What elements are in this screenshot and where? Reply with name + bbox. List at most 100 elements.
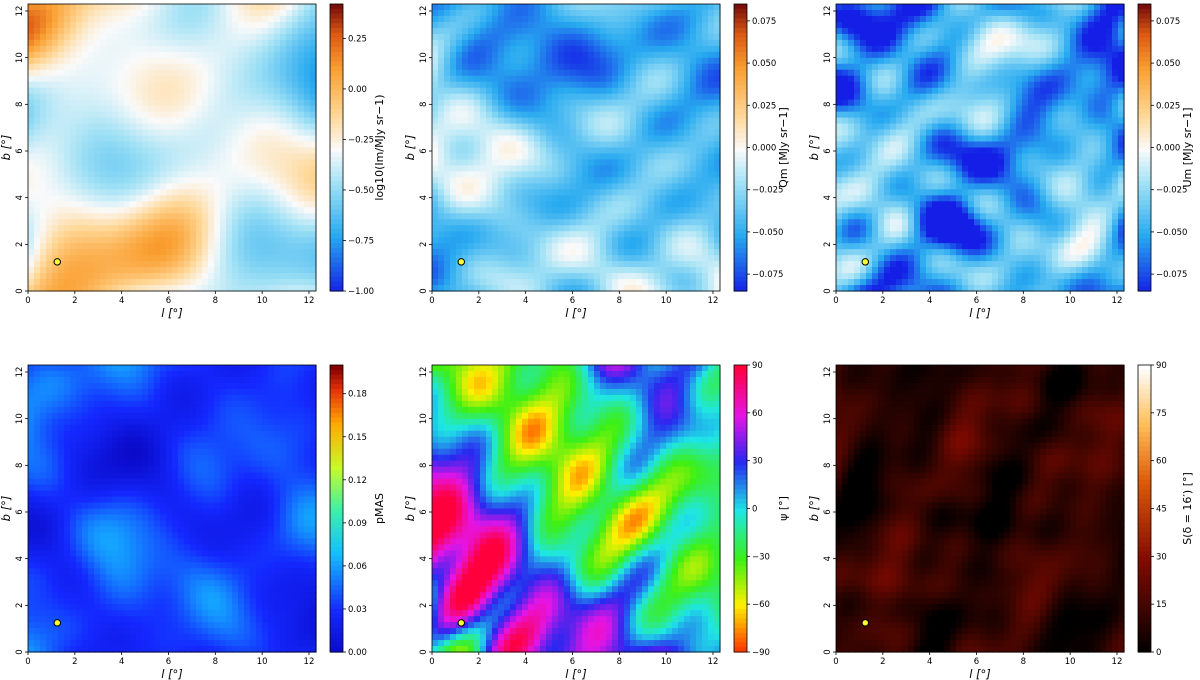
heatmap-cell [88, 15, 95, 23]
heatmap-cell [690, 99, 697, 107]
heatmap-cell [166, 39, 173, 47]
heatmap-cell [522, 69, 529, 77]
heatmap-cell [528, 33, 535, 41]
heatmap-cell [654, 39, 661, 47]
heatmap-cell [304, 57, 311, 65]
heatmap-cell [702, 33, 709, 41]
heatmap-cell [154, 99, 161, 107]
heatmap-cell [588, 243, 595, 250]
heatmap-cell [250, 201, 257, 208]
heatmap-cell [534, 159, 541, 167]
heatmap-cell [708, 279, 715, 286]
heatmap-cell [648, 147, 655, 155]
heatmap-cell [848, 111, 855, 119]
heatmap-cell [190, 81, 197, 89]
heatmap-cell [558, 15, 565, 23]
heatmap-cell [202, 141, 209, 149]
heatmap-cell [522, 195, 529, 202]
heatmap-cell [696, 51, 703, 59]
heatmap-cell [70, 57, 77, 65]
heatmap-cell [450, 279, 457, 286]
heatmap-cell [268, 4, 275, 11]
heatmap-cell [438, 135, 445, 143]
heatmap-cell [244, 27, 251, 35]
heatmap-cell [564, 141, 571, 149]
heatmap-cell [848, 153, 855, 161]
heatmap-cell [58, 159, 65, 167]
heatmap-cell [576, 279, 583, 286]
heatmap-cell [642, 231, 649, 238]
heatmap-cell [292, 195, 299, 202]
heatmap-cell [492, 105, 499, 113]
heatmap-cell [708, 141, 715, 149]
heatmap-cell [64, 267, 71, 274]
heatmap-cell [202, 255, 209, 262]
heatmap-cell [444, 285, 451, 292]
heatmap-cell [118, 21, 125, 29]
heatmap-cell [226, 249, 233, 256]
heatmap-cell [540, 93, 547, 101]
heatmap-cell [190, 279, 197, 286]
heatmap-cell [136, 15, 143, 23]
x-tick-label: 10 [661, 296, 672, 306]
heatmap-cell [172, 201, 179, 208]
heatmap-cell [124, 159, 131, 167]
heatmap-cell [280, 141, 287, 149]
heatmap-cell [76, 75, 83, 83]
heatmap-cell [492, 189, 499, 196]
heatmap-cell [528, 201, 535, 208]
heatmap-cell [208, 129, 215, 137]
heatmap-cell [462, 273, 469, 280]
heatmap-cell [636, 81, 643, 89]
heatmap-cell [836, 267, 843, 274]
heatmap-cell [76, 63, 83, 71]
heatmap-cell [474, 15, 481, 23]
heatmap-cell [636, 147, 643, 155]
heatmap-cell [696, 123, 703, 131]
heatmap-cell [118, 105, 125, 113]
heatmap-cell [238, 135, 245, 143]
heatmap-cell [510, 159, 517, 167]
heatmap-cell [564, 45, 571, 53]
heatmap-cell [696, 219, 703, 226]
heatmap-cell [624, 183, 631, 190]
heatmap-cell [600, 4, 607, 11]
heatmap-cell [232, 273, 239, 280]
heatmap-cell [684, 261, 691, 268]
heatmap-cell [178, 111, 185, 119]
heatmap-cell [40, 177, 47, 184]
heatmap-cell [564, 219, 571, 226]
heatmap-cell [618, 99, 625, 107]
heatmap-cell [160, 99, 167, 107]
heatmap-cell [286, 93, 293, 101]
heatmap-cell [244, 93, 251, 101]
heatmap-cell [208, 117, 215, 125]
heatmap-cell [462, 81, 469, 89]
heatmap-cell [462, 219, 469, 226]
heatmap-cell [292, 135, 299, 143]
heatmap-cell [600, 159, 607, 167]
heatmap-cell [450, 261, 457, 268]
heatmap-cell [600, 69, 607, 77]
heatmap-cell [238, 273, 245, 280]
heatmap-cell [606, 249, 613, 256]
heatmap-cell [190, 177, 197, 184]
heatmap-cell [178, 189, 185, 196]
heatmap-cell [124, 27, 131, 35]
heatmap-cell [58, 9, 65, 17]
heatmap-cell [112, 189, 119, 196]
heatmap-cell [220, 261, 227, 268]
heatmap-cell [274, 147, 281, 155]
heatmap-cell [154, 201, 161, 208]
heatmap-cell [558, 75, 565, 83]
heatmap-cell [28, 285, 35, 292]
heatmap-cell [34, 285, 41, 292]
heatmap-cell [836, 135, 843, 143]
heatmap-cell [504, 9, 511, 17]
heatmap-cell [172, 15, 179, 23]
heatmap-cell [82, 273, 89, 280]
heatmap-cell [612, 273, 619, 280]
heatmap-cell [58, 201, 65, 208]
heatmap-cell [124, 285, 131, 292]
heatmap-cell [702, 123, 709, 131]
